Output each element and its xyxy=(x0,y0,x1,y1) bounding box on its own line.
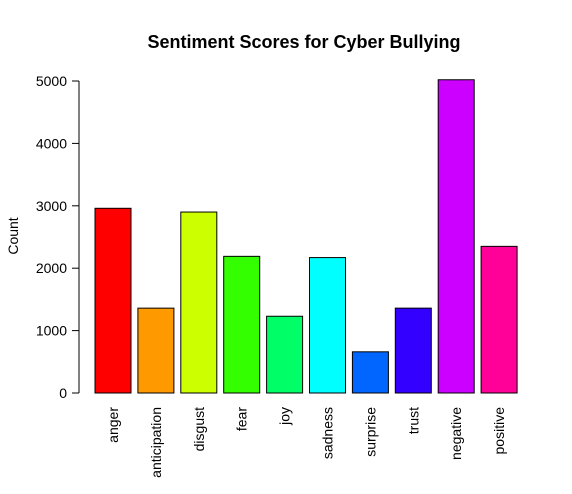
x-tick-label-trust: trust xyxy=(405,407,421,434)
bar-fear xyxy=(223,255,261,394)
x-tick-label-disgust: disgust xyxy=(191,407,207,451)
y-tick-label: 1000 xyxy=(36,323,67,339)
y-tick-label: 0 xyxy=(59,385,67,401)
x-tick-label-anger: anger xyxy=(105,407,121,443)
bar-negative xyxy=(437,79,475,394)
bar-positive xyxy=(480,245,518,394)
x-tick-label-anticipation: anticipation xyxy=(148,407,164,478)
x-tick-label-joy: joy xyxy=(277,407,293,426)
x-tick-label-negative: negative xyxy=(448,407,464,460)
y-axis: 0 1000 2000 3000 4000 5000 xyxy=(36,73,80,401)
x-tick-label-positive: positive xyxy=(491,407,507,455)
bar-anticipation xyxy=(137,307,175,394)
y-axis-label: Count xyxy=(5,217,21,254)
y-tick-label: 4000 xyxy=(36,135,67,151)
bar-anger xyxy=(94,207,132,394)
y-tick-label: 2000 xyxy=(36,260,67,276)
bar-surprise xyxy=(351,351,389,394)
bar-sadness xyxy=(309,257,346,394)
x-tick-label-fear: fear xyxy=(234,407,250,431)
x-tick-label-sadness: sadness xyxy=(320,407,336,459)
x-tick-labels: anger anticipation disgust fear joy sadness su… xyxy=(105,407,507,478)
bars xyxy=(94,79,518,394)
y-tick-label: 5000 xyxy=(36,73,67,89)
bar-trust xyxy=(394,307,432,394)
bar-disgust xyxy=(180,211,218,394)
x-tick-label-surprise: surprise xyxy=(362,407,378,457)
y-tick-label: 3000 xyxy=(36,198,67,214)
bar-joy xyxy=(266,315,304,394)
chart-title: Sentiment Scores for Cyber Bullying xyxy=(147,32,460,52)
